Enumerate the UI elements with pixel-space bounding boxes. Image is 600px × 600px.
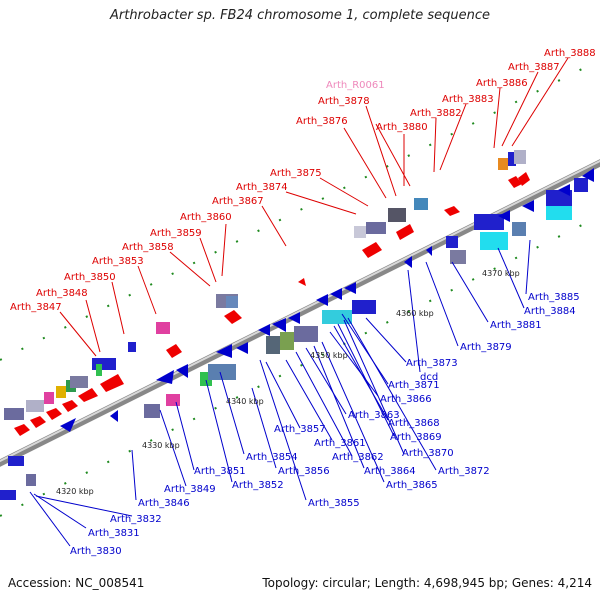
gene-block	[96, 364, 102, 376]
gene-label: Arth_3879	[460, 342, 512, 353]
gene-label: Arth_3861	[314, 438, 366, 449]
gene-label: Arth_3864	[364, 466, 416, 477]
gene-label: Arth_3850	[64, 272, 116, 283]
gene-label: Arth_3857	[274, 424, 326, 435]
gene-label: Arth_3831	[88, 528, 140, 539]
gene-label: Arth_3882	[410, 108, 462, 119]
gene-label: Arth_3872	[438, 466, 490, 477]
gene-label: Arth_3887	[508, 62, 560, 73]
gene-block	[226, 296, 238, 308]
accession-text: Accession: NC_008541	[8, 576, 145, 590]
gene-label: Arth_3866	[380, 394, 432, 405]
kbp-tick: 4360 kbp	[396, 309, 434, 318]
gene-label: Arth_3888	[544, 48, 596, 59]
forward-labels: Arth_3847 Arth_3848 Arth_3850 Arth_3853 …	[10, 48, 596, 313]
kbp-tick: 4330 kbp	[142, 441, 180, 450]
kbp-tick: 4340 kbp	[226, 397, 264, 406]
gene-label: Arth_3851	[194, 466, 246, 477]
gene-label: Arth_3863	[348, 410, 400, 421]
gene-block	[366, 222, 386, 234]
gene-block	[388, 208, 406, 222]
gene-label: Arth_3859	[150, 228, 202, 239]
gene-block	[514, 150, 526, 164]
gene-label: Arth_3871	[388, 380, 440, 391]
gene-label: Arth_3858	[122, 242, 174, 253]
forward-leaders	[59, 57, 569, 357]
gene-label: Arth_3881	[490, 320, 542, 331]
gene-label: Arth_3878	[318, 96, 370, 107]
reverse-arrows	[60, 168, 594, 432]
gene-label: Arth_3860	[180, 212, 232, 223]
reverse-labels: Arth_3830 Arth_3831 Arth_3832 Arth_3846 …	[70, 292, 580, 557]
gene-label: Arth_3880	[376, 122, 428, 133]
gene-block	[156, 322, 170, 334]
kbp-scale: 4320 kbp 4330 kbp 4340 kbp 4350 kbp 4360…	[56, 269, 520, 496]
kbp-tick: 4320 kbp	[56, 487, 94, 496]
gene-block	[44, 392, 54, 404]
gene-block	[498, 158, 508, 170]
gene-label: Arth_3848	[36, 288, 88, 299]
rna-label: Arth_R0061	[326, 80, 385, 91]
gene-label: Arth_3854	[246, 452, 298, 463]
gene-label: Arth_3865	[386, 480, 438, 491]
gene-block	[128, 342, 136, 352]
gene-label: Arth_3847	[10, 302, 62, 313]
forward-features	[4, 150, 526, 420]
gene-label: Arth_3875	[270, 168, 322, 179]
gene-label: Arth_3876	[296, 116, 348, 127]
gene-block	[414, 198, 428, 210]
gene-block	[26, 400, 44, 412]
gene-label: Arth_3869	[390, 432, 442, 443]
gene-block	[92, 358, 116, 370]
gene-label: Arth_3870	[402, 448, 454, 459]
gene-block	[354, 226, 366, 238]
gc-track	[0, 59, 600, 517]
kbp-tick: 4350 kbp	[310, 351, 348, 360]
gene-block	[56, 386, 66, 398]
gene-label: Arth_3884	[524, 306, 576, 317]
gene-label: Arth_3886	[476, 78, 528, 89]
map-title: Arthrobacter sp. FB24 chromosome 1, comp…	[109, 8, 491, 23]
gene-label: Arth_3873	[406, 358, 458, 369]
gene-label: dcd	[420, 372, 438, 383]
gene-label: Arth_3846	[138, 498, 190, 509]
forward-arrows	[14, 172, 530, 436]
reverse-leaders	[29, 239, 531, 547]
gene-label: Arth_3874	[236, 182, 288, 193]
gene-label: Arth_3830	[70, 546, 122, 557]
gene-block	[508, 152, 516, 166]
genome-summary-text: Topology: circular; Length: 4,698,945 bp…	[262, 576, 592, 590]
gene-label: Arth_3883	[442, 94, 494, 105]
gene-label: Arth_3853	[92, 256, 144, 267]
gene-label: Arth_3855	[308, 498, 360, 509]
gene-label: Arth_3867	[212, 196, 264, 207]
gene-block	[4, 408, 24, 420]
gene-label: Arth_3862	[332, 452, 384, 463]
kbp-tick: 4370 kbp	[482, 269, 520, 278]
gene-label: Arth_3849	[164, 484, 216, 495]
gene-label: Arth_3832	[110, 514, 162, 525]
gene-label: Arth_3856	[278, 466, 330, 477]
gene-label: Arth_3868	[388, 418, 440, 429]
gene-label: Arth_3885	[528, 292, 580, 303]
gene-label: Arth_3852	[232, 480, 284, 491]
gene-block	[70, 376, 88, 388]
